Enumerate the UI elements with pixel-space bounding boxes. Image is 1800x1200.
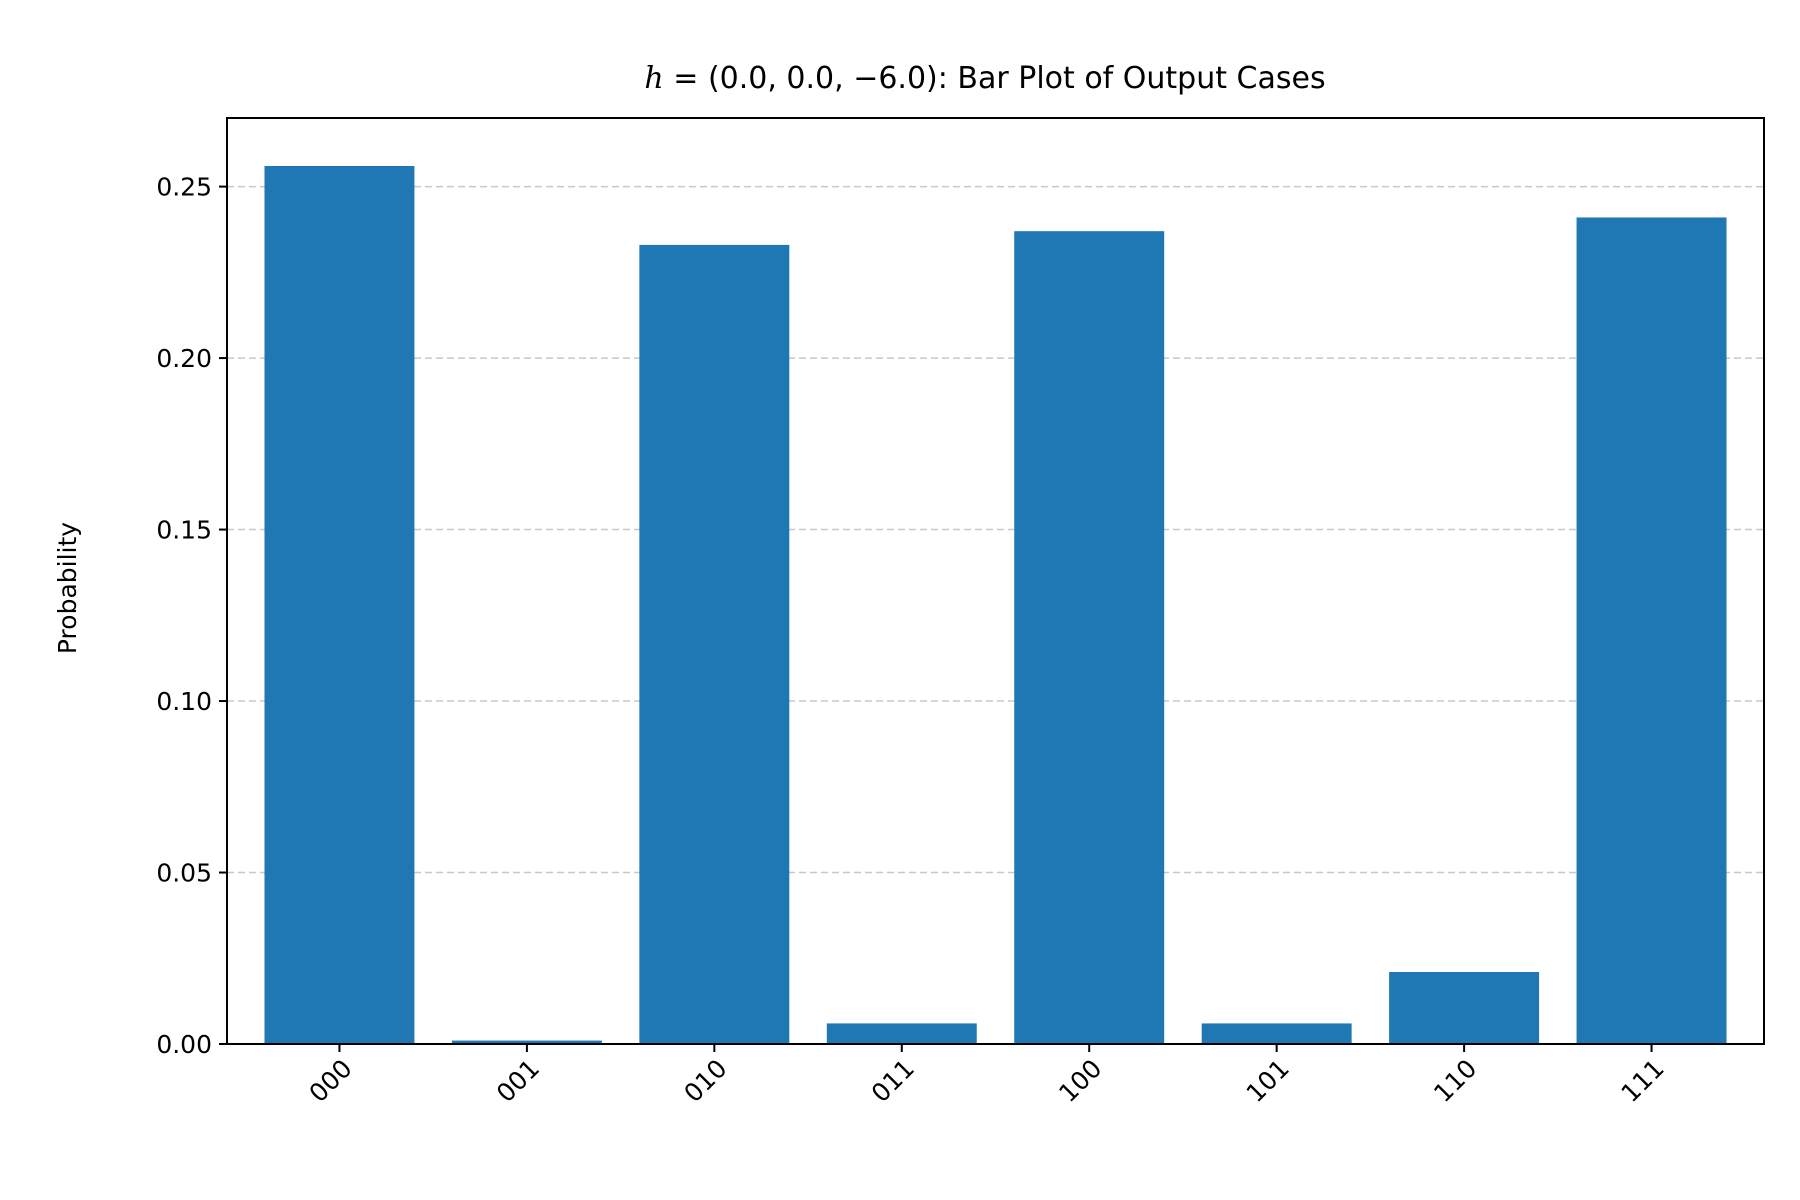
y-tick-label: 0.10 <box>156 687 212 716</box>
y-tick-label: 0.25 <box>156 173 212 202</box>
y-axis-ticks: 0.00 0.05 0.10 0.15 0.20 0.25 <box>156 173 227 1059</box>
gridlines <box>227 185 1764 874</box>
y-tick-label: 0.20 <box>156 344 212 373</box>
bar-110 <box>1389 971 1540 1044</box>
bar-101 <box>1201 1023 1352 1044</box>
plot-frame <box>226 117 1765 1045</box>
y-axis-label: Probability <box>53 522 82 654</box>
y-tick-label: 0.05 <box>156 859 212 888</box>
bar-000 <box>264 166 415 1044</box>
bar-010 <box>639 244 790 1044</box>
bar-001 <box>451 1040 602 1044</box>
bar-011 <box>826 1023 977 1044</box>
bars <box>264 166 1727 1045</box>
chart-title: h = (0.0, 0.0, −6.0): Bar Plot of Output… <box>644 61 1325 96</box>
bar-111 <box>1576 217 1727 1045</box>
y-tick-label: 0.15 <box>156 516 212 545</box>
bar-100 <box>1014 231 1165 1044</box>
y-tick-label: 0.00 <box>156 1030 212 1059</box>
